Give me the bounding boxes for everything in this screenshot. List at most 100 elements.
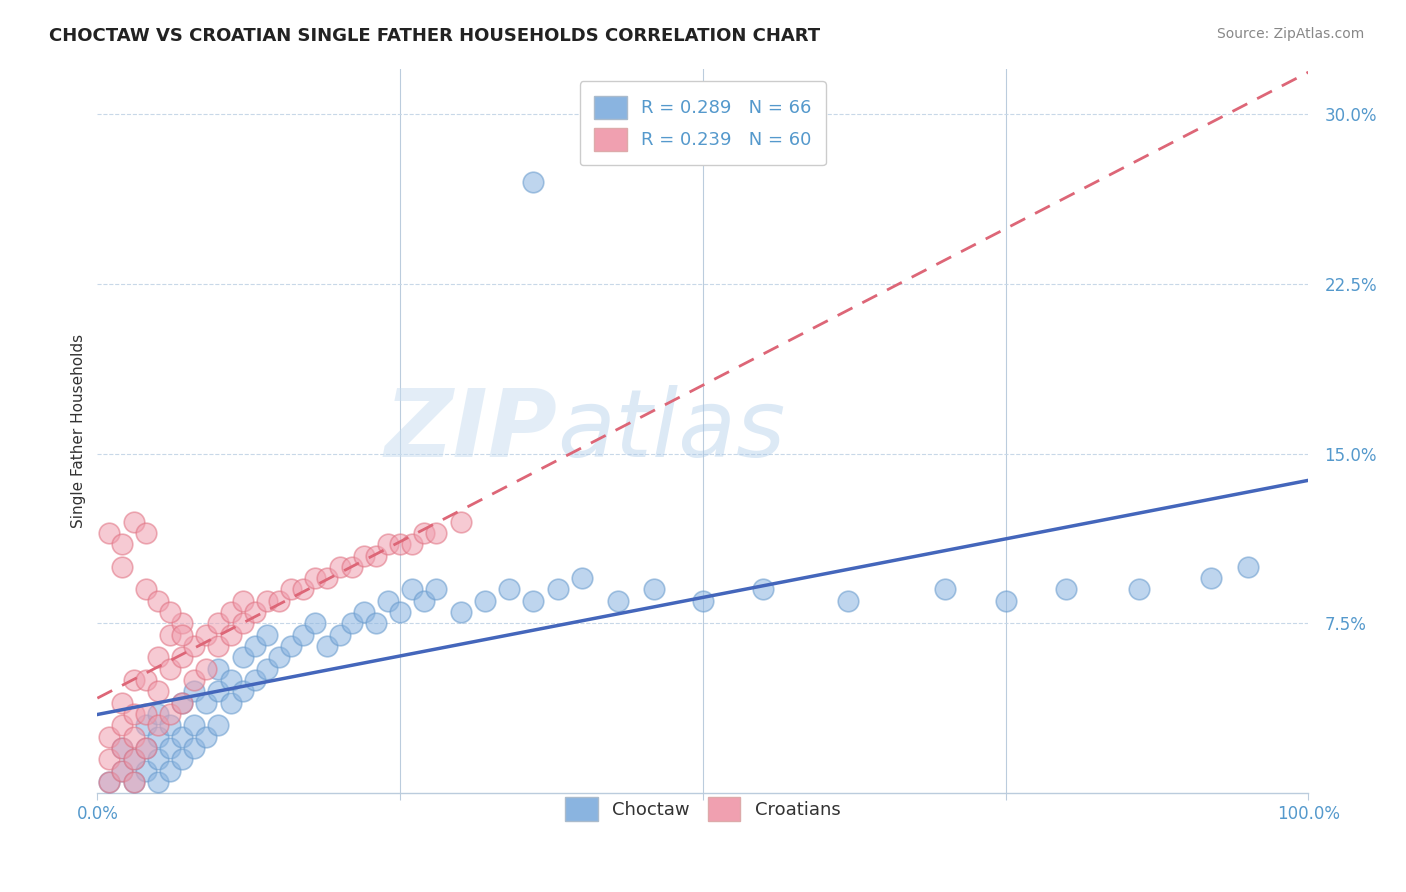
Point xyxy=(692,594,714,608)
Point xyxy=(135,764,157,778)
Point xyxy=(183,684,205,698)
Point xyxy=(207,616,229,631)
Point xyxy=(122,707,145,722)
Point xyxy=(522,175,544,189)
Point xyxy=(183,718,205,732)
Point xyxy=(135,525,157,540)
Point xyxy=(122,730,145,744)
Point xyxy=(571,571,593,585)
Point xyxy=(110,764,132,778)
Text: Source: ZipAtlas.com: Source: ZipAtlas.com xyxy=(1216,27,1364,41)
Point xyxy=(135,673,157,687)
Point xyxy=(159,718,181,732)
Point xyxy=(316,571,339,585)
Point xyxy=(389,605,412,619)
Point xyxy=(292,582,315,597)
Point xyxy=(183,741,205,756)
Point xyxy=(267,650,290,665)
Point xyxy=(172,650,194,665)
Point xyxy=(110,741,132,756)
Point xyxy=(425,582,447,597)
Point xyxy=(232,616,254,631)
Point xyxy=(159,764,181,778)
Point xyxy=(159,741,181,756)
Point xyxy=(110,718,132,732)
Point xyxy=(994,594,1017,608)
Point xyxy=(401,537,423,551)
Point xyxy=(377,594,399,608)
Point xyxy=(146,775,169,789)
Point xyxy=(329,559,352,574)
Point xyxy=(292,628,315,642)
Point xyxy=(159,662,181,676)
Point xyxy=(122,515,145,529)
Legend: Choctaw, Croatians: Choctaw, Croatians xyxy=(551,783,855,835)
Point xyxy=(110,696,132,710)
Point xyxy=(329,628,352,642)
Point xyxy=(122,775,145,789)
Point xyxy=(135,582,157,597)
Point xyxy=(232,650,254,665)
Point xyxy=(98,775,121,789)
Point xyxy=(474,594,496,608)
Point xyxy=(98,775,121,789)
Point xyxy=(146,594,169,608)
Point xyxy=(146,730,169,744)
Point xyxy=(316,639,339,653)
Point xyxy=(146,650,169,665)
Point xyxy=(837,594,859,608)
Point xyxy=(195,730,218,744)
Point xyxy=(207,718,229,732)
Point xyxy=(122,673,145,687)
Point xyxy=(183,639,205,653)
Text: atlas: atlas xyxy=(558,385,786,476)
Point xyxy=(280,582,302,597)
Point xyxy=(110,537,132,551)
Point xyxy=(122,752,145,766)
Point xyxy=(207,662,229,676)
Point xyxy=(498,582,520,597)
Point xyxy=(232,594,254,608)
Point xyxy=(159,605,181,619)
Point xyxy=(377,537,399,551)
Point xyxy=(256,662,278,676)
Point xyxy=(934,582,956,597)
Point xyxy=(364,616,387,631)
Point xyxy=(135,741,157,756)
Y-axis label: Single Father Households: Single Father Households xyxy=(72,334,86,528)
Point xyxy=(146,718,169,732)
Point xyxy=(1236,559,1258,574)
Point xyxy=(340,559,363,574)
Point xyxy=(195,662,218,676)
Point xyxy=(1054,582,1077,597)
Point xyxy=(389,537,412,551)
Point xyxy=(195,696,218,710)
Point xyxy=(364,549,387,563)
Point xyxy=(643,582,665,597)
Point xyxy=(183,673,205,687)
Point xyxy=(450,515,472,529)
Point xyxy=(172,628,194,642)
Point xyxy=(207,639,229,653)
Point xyxy=(413,525,436,540)
Point xyxy=(219,605,242,619)
Point xyxy=(353,605,375,619)
Point xyxy=(340,616,363,631)
Point xyxy=(607,594,630,608)
Point xyxy=(172,752,194,766)
Point xyxy=(172,696,194,710)
Point xyxy=(135,707,157,722)
Point xyxy=(1201,571,1223,585)
Point xyxy=(122,775,145,789)
Point xyxy=(135,718,157,732)
Point xyxy=(413,594,436,608)
Point xyxy=(304,616,326,631)
Point xyxy=(304,571,326,585)
Point xyxy=(110,764,132,778)
Point xyxy=(401,582,423,597)
Point xyxy=(353,549,375,563)
Point xyxy=(172,696,194,710)
Point xyxy=(219,628,242,642)
Point xyxy=(219,696,242,710)
Point xyxy=(122,752,145,766)
